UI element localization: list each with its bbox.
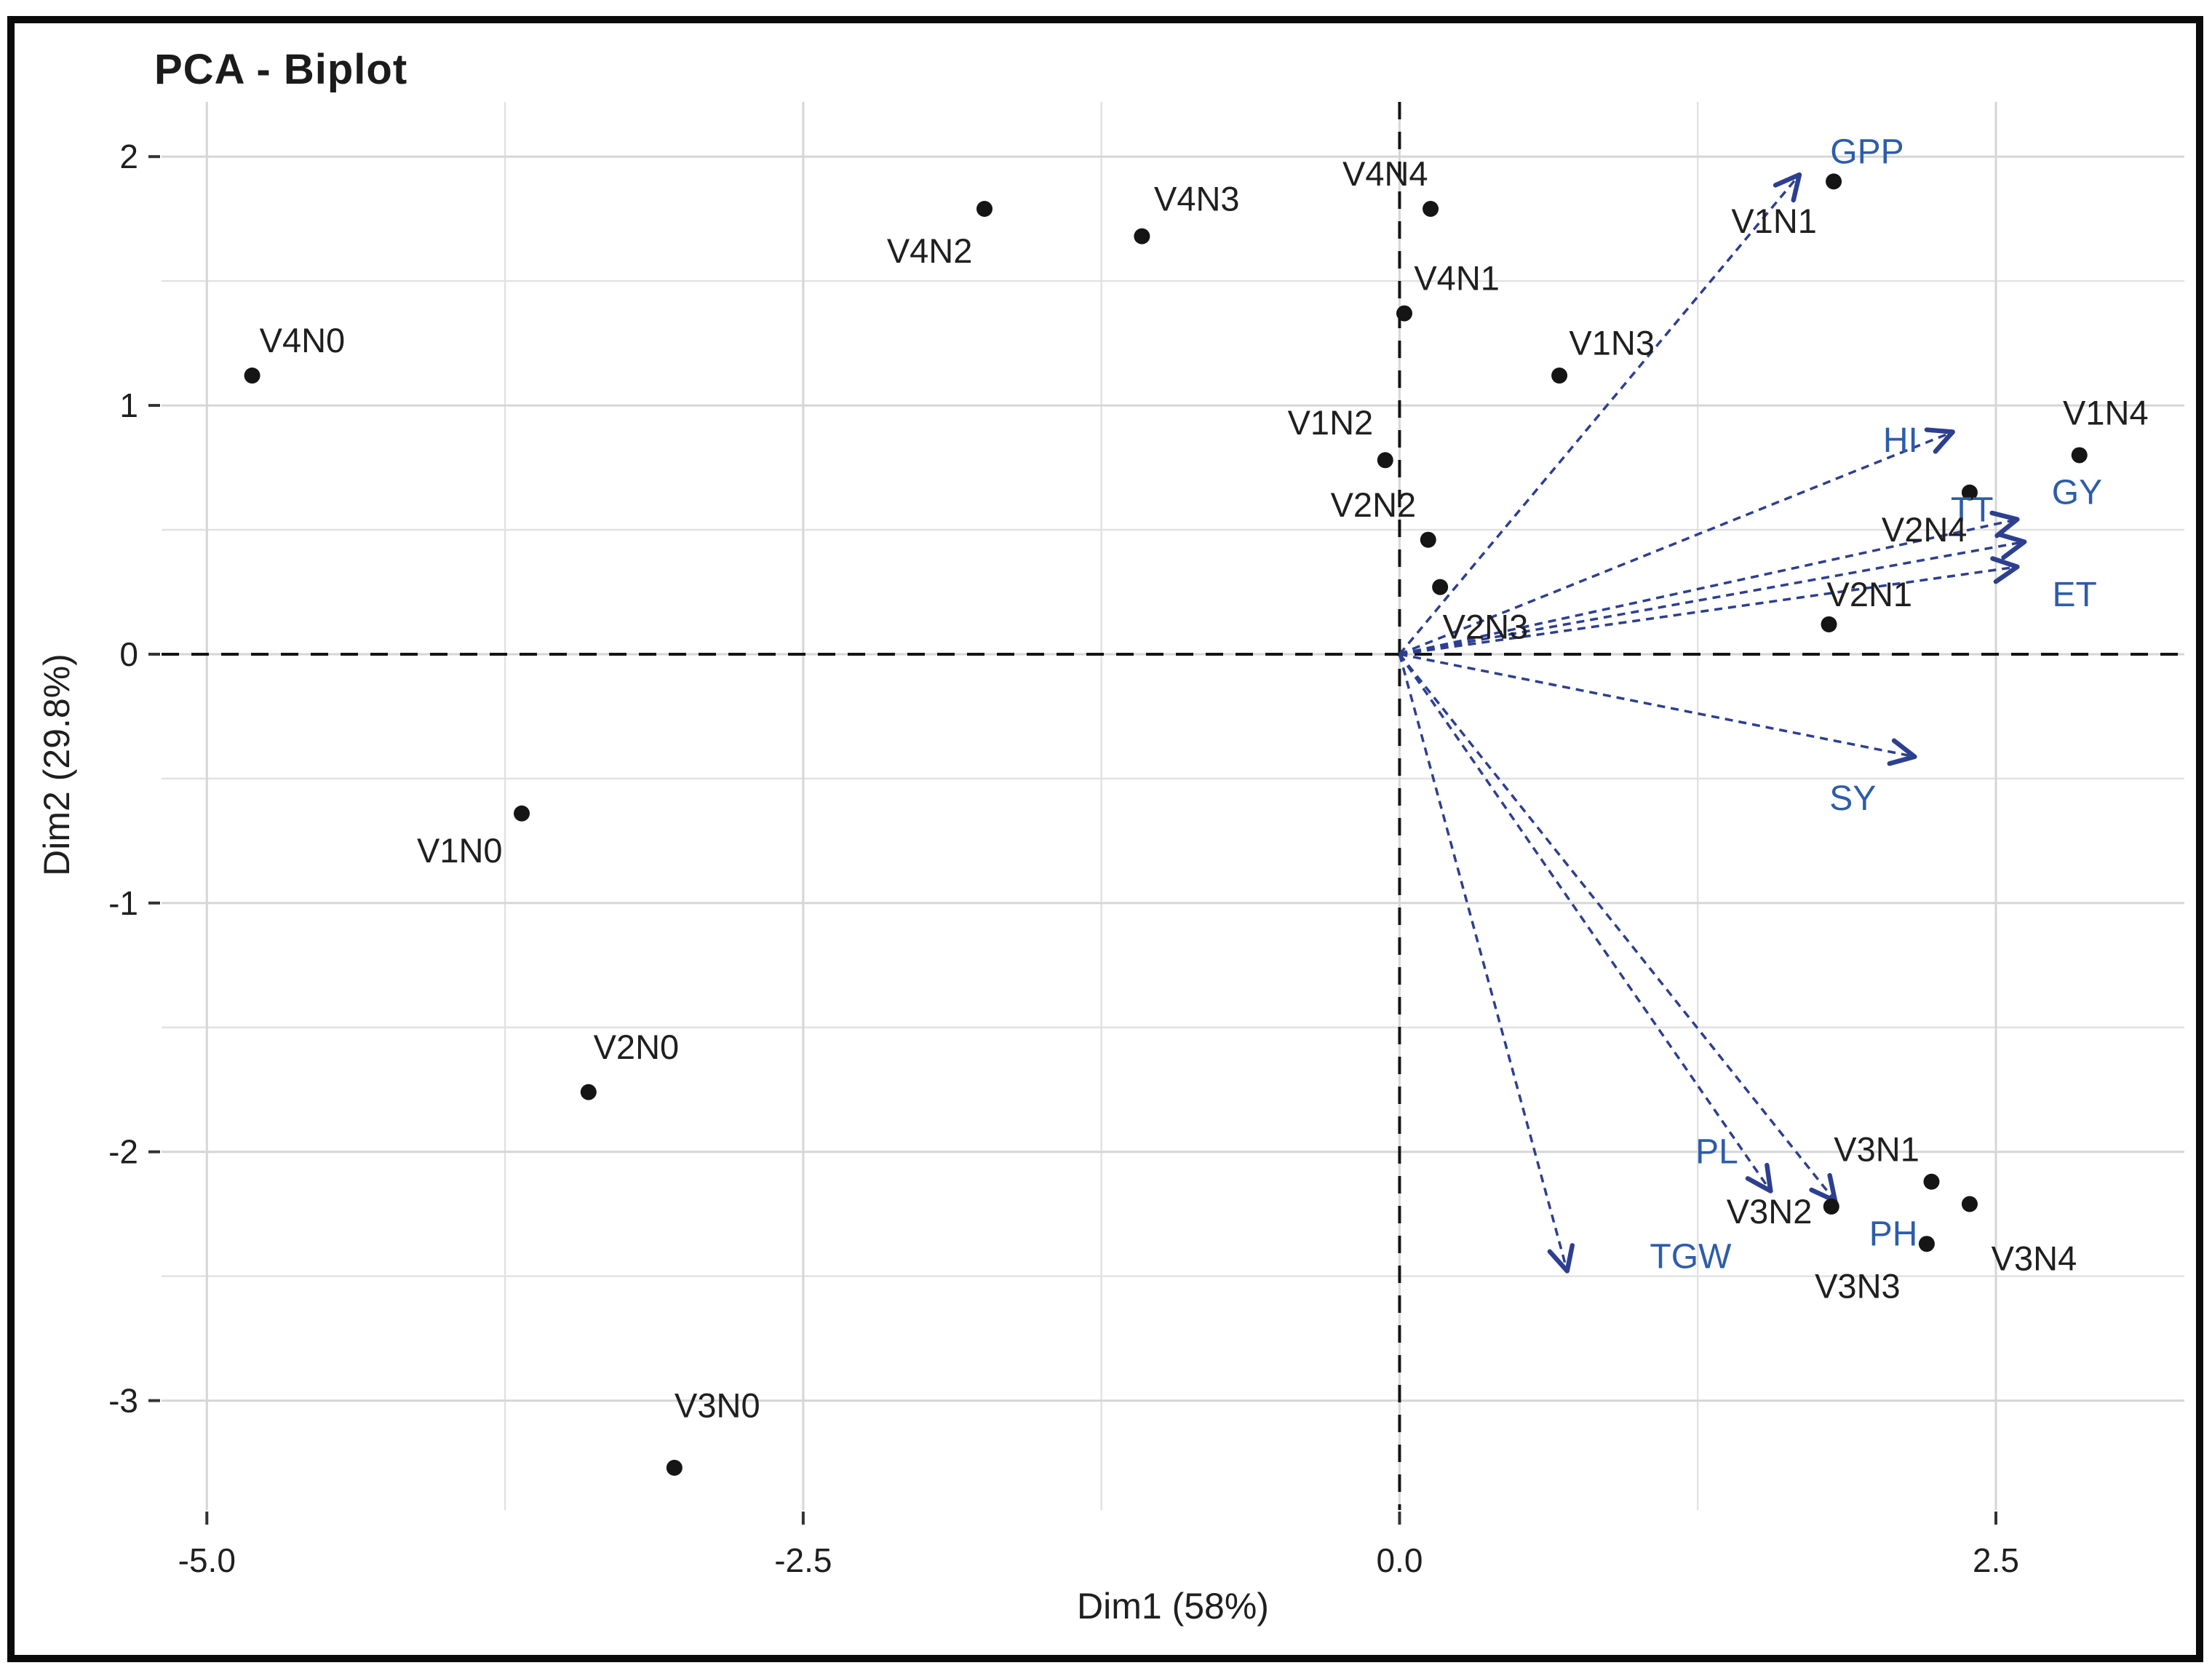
point-V4N4: [1423, 201, 1439, 218]
arrow-HI: [1399, 427, 1955, 656]
minor-gridlines: [162, 102, 2184, 1510]
point-V1N2: [1377, 452, 1393, 469]
point-V1N1: [1826, 173, 1842, 190]
data-points: [244, 173, 2088, 1476]
arrow-TGW: [1398, 654, 1575, 1274]
point-V2N1: [1821, 616, 1837, 632]
point-V4N2: [976, 201, 993, 218]
point-label-V4N0: V4N0: [260, 321, 346, 360]
arrow-label-GY: GY: [2052, 474, 2102, 512]
figure-border: [7, 16, 2203, 1662]
arrow-label-HI: HI: [1883, 421, 1918, 460]
point-label-V2N3: V2N3: [1443, 607, 1529, 646]
arrow-label-TGW: TGW: [1650, 1237, 1732, 1276]
point-label-V3N3: V3N3: [1815, 1266, 1901, 1305]
zero-reference-lines: [162, 102, 2184, 1510]
arrow-label-PH: PH: [1869, 1215, 1918, 1254]
y-tick-label: 2: [119, 138, 138, 175]
point-V3N0: [666, 1459, 683, 1476]
point-V4N1: [1396, 305, 1412, 322]
point-V3N2: [1823, 1198, 1839, 1215]
point-V1N4: [2071, 447, 2088, 464]
point-V1N0: [514, 805, 530, 822]
arrow-ET: [1399, 556, 2020, 656]
point-V3N3: [1918, 1236, 1935, 1252]
point-label-V3N0: V3N0: [675, 1386, 760, 1424]
point-V3N1: [1923, 1173, 1940, 1190]
arrow-PL: [1398, 653, 1773, 1194]
point-label-V1N1: V1N1: [1731, 202, 1817, 240]
point-label-V1N3: V1N3: [1569, 324, 1655, 362]
point-V4N0: [244, 368, 260, 384]
arrow-label-SY: SY: [1829, 779, 1876, 818]
text-labels: GPP HI TT GY ET SY PL PH TGW V4N0 V1N0 V2N0 V3N0 V4N2…: [260, 132, 2149, 1424]
y-tick-label: -3: [108, 1382, 138, 1420]
arrow-GY: [1399, 532, 2027, 656]
point-label-V2N0: V2N0: [594, 1028, 680, 1066]
point-label-V3N4: V3N4: [1992, 1239, 2077, 1278]
chart-title: PCA - Biplot: [154, 46, 408, 93]
arrow-SY: [1399, 653, 1917, 766]
point-label-V2N2: V2N2: [1331, 485, 1417, 524]
y-tick-label: 1: [119, 386, 138, 424]
point-label-V4N3: V4N3: [1154, 179, 1240, 218]
arrow-PH: [1399, 653, 1838, 1204]
point-label-V3N2: V3N2: [1727, 1192, 1813, 1231]
point-label-V4N4: V4N4: [1342, 154, 1428, 193]
point-V2N2: [1420, 531, 1436, 548]
point-label-V2N1: V2N1: [1826, 575, 1912, 613]
x-axis-title: Dim1 (58%): [1077, 1586, 1269, 1627]
major-gridlines: [162, 102, 2184, 1510]
point-label-V1N4: V1N4: [2063, 393, 2149, 432]
x-tick-label: 0.0: [1376, 1541, 1423, 1579]
x-tick-label: -2.5: [774, 1541, 832, 1579]
x-tick-label: 2.5: [1973, 1541, 2019, 1579]
y-tick-label: 0: [119, 635, 138, 673]
point-V2N3: [1432, 579, 1449, 595]
axis-ticks: -5.0 -2.5 0.0 2.5 2 1 0 -1 -2 -3: [108, 138, 2019, 1579]
point-label-V2N4: V2N4: [1882, 510, 1968, 549]
arrow-label-ET: ET: [2053, 576, 2097, 614]
y-axis-title: Dim2 (29.8%): [36, 654, 77, 876]
arrow-GPP: [1399, 172, 1802, 656]
point-label-V3N1: V3N1: [1834, 1129, 1919, 1168]
point-label-V1N0: V1N0: [417, 831, 503, 870]
x-tick-label: -5.0: [178, 1541, 236, 1579]
arrow-label-GPP: GPP: [1830, 132, 1903, 171]
point-V3N4: [1961, 1196, 1978, 1212]
point-V4N3: [1134, 228, 1150, 245]
y-tick-label: -1: [108, 884, 138, 922]
variable-arrows: [1398, 172, 2027, 1274]
arrow-label-PL: PL: [1695, 1133, 1738, 1172]
arrow-label-TT: TT: [1951, 491, 1994, 530]
point-V2N4: [1961, 484, 1978, 501]
point-V1N3: [1551, 368, 1568, 384]
point-V2N0: [580, 1084, 597, 1100]
y-tick-label: -2: [108, 1133, 138, 1171]
point-label-V4N1: V4N1: [1414, 259, 1500, 298]
point-label-V1N2: V1N2: [1288, 403, 1374, 442]
point-label-V4N2: V4N2: [887, 231, 973, 270]
